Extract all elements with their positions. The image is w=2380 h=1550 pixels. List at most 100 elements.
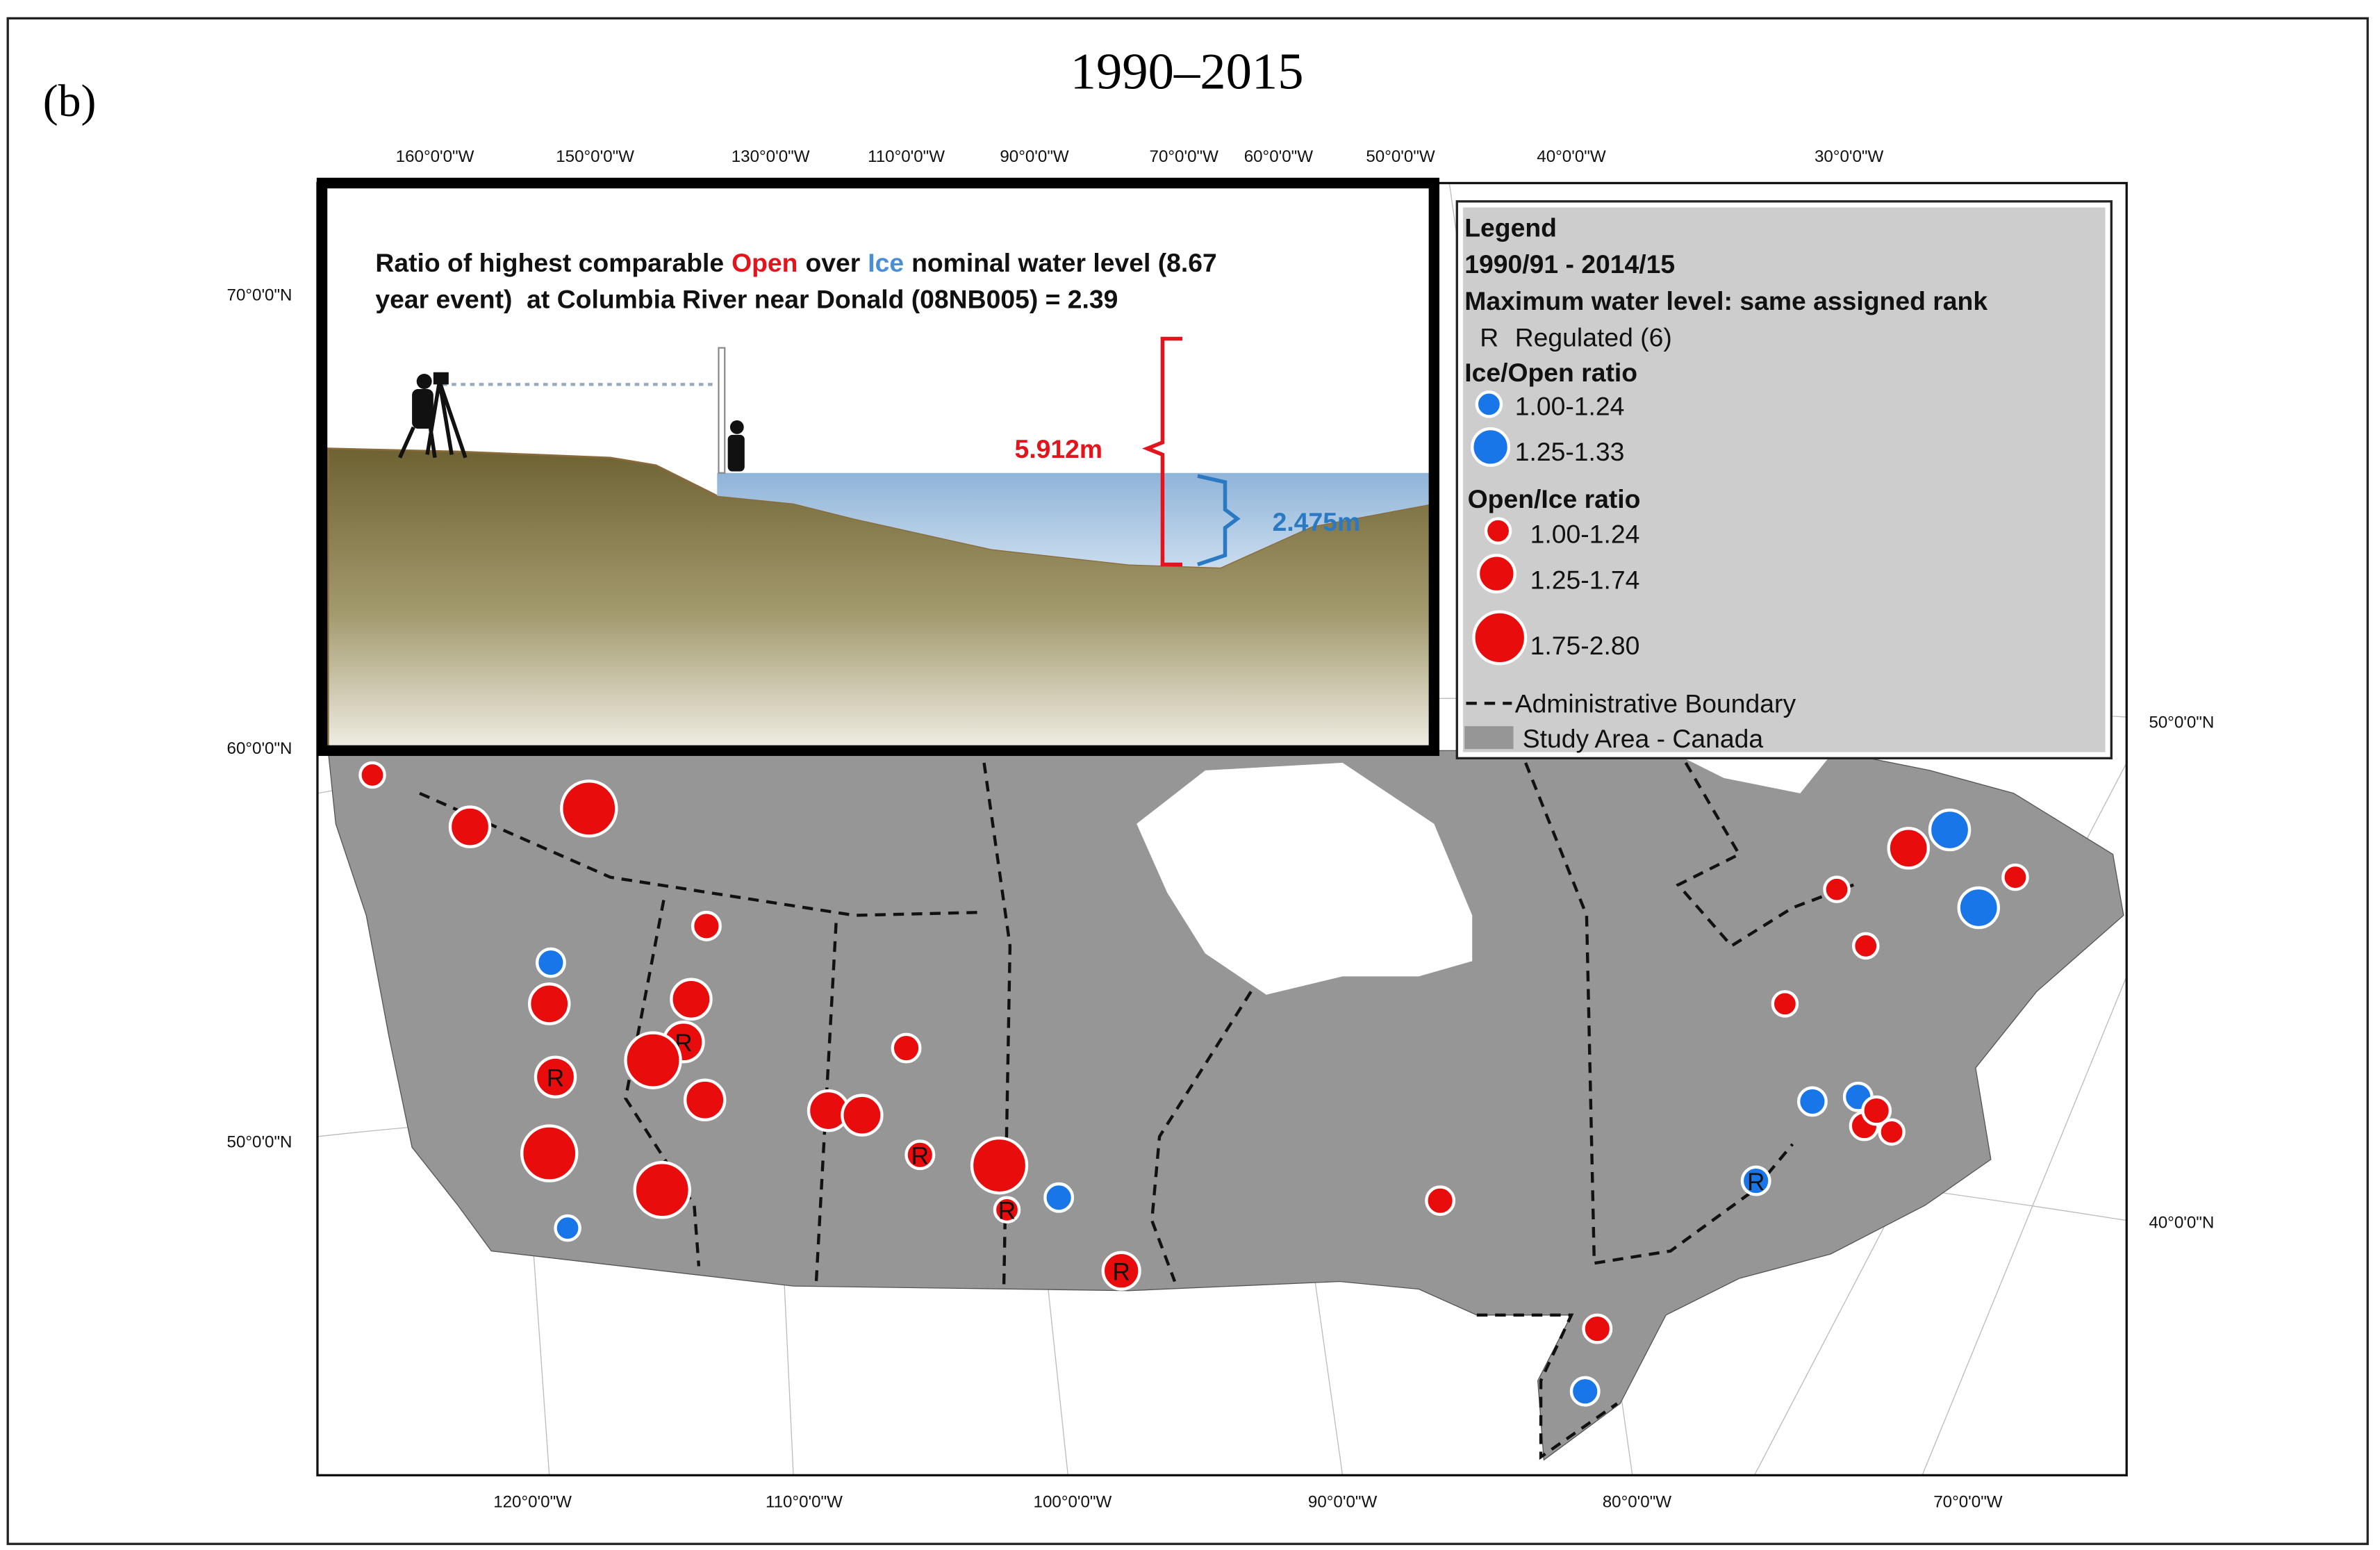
station — [448, 805, 492, 848]
legend-study-area-symbol — [1464, 726, 1514, 750]
station — [683, 1078, 727, 1121]
inset-title-line1: Ratio of highest comparable Open over Ice no… — [375, 248, 1216, 277]
text: nominal water level (8.67 — [911, 248, 1217, 277]
legend-class: 1.75-2.80 — [1530, 631, 1640, 660]
meridian — [1922, 976, 2127, 1476]
graticule-label: 60°0'0"W — [1244, 147, 1314, 166]
inset-frame — [316, 177, 1440, 757]
text-ice: Ice — [868, 248, 904, 277]
graticule-labels: 160°0'0"W 150°0'0"W 130°0'0"W 110°0'0"W 90°0… — [227, 147, 2215, 1512]
boundary — [1476, 1313, 1619, 1460]
hudson-bay — [1137, 762, 1473, 995]
station — [560, 780, 618, 838]
text: Ratio of highest comparable — [375, 248, 724, 277]
station — [1887, 827, 1930, 870]
graticule-label: 40°0'0"W — [1537, 147, 1606, 166]
graticule-label: 110°0'0"W — [766, 1493, 843, 1512]
station — [691, 910, 722, 941]
legend-title: Legend — [1464, 213, 1557, 242]
station — [1771, 990, 1799, 1018]
station — [2001, 863, 2029, 891]
station — [535, 947, 566, 978]
station — [1043, 1182, 1075, 1213]
graticule-label: 90°0'0"W — [1000, 147, 1069, 166]
station — [891, 1032, 922, 1064]
station — [624, 1031, 682, 1089]
station — [358, 761, 386, 789]
graticule-label: 130°0'0"W — [732, 147, 810, 166]
legend-class: 1.00-1.24 — [1515, 391, 1625, 420]
title: 1990–2015 — [1071, 42, 1304, 100]
station — [1740, 1165, 1771, 1196]
graticule-label: 70°0'0"W — [1150, 147, 1219, 166]
station — [1878, 1118, 1906, 1146]
regulated-marker: R — [1747, 1169, 1765, 1196]
station — [534, 1055, 577, 1099]
legend-period: 1990/91 - 2014/15 — [1464, 249, 1675, 279]
station — [527, 982, 571, 1025]
regulated-marker: R — [998, 1197, 1016, 1224]
ice-level: 2.475m — [1273, 507, 1361, 536]
graticule-label: 50°0'0"N — [227, 1132, 292, 1151]
station — [670, 978, 713, 1021]
regulated-marker: R — [547, 1064, 564, 1091]
legend-regulated-label: Regulated (6) — [1515, 322, 1672, 352]
inset: 5.912m 2.475m Ratio of highest comparabl… — [316, 177, 1440, 757]
gauge-reader — [727, 420, 745, 472]
station — [1957, 886, 2001, 930]
boundary — [624, 900, 701, 1267]
legend-ice-open-heading: Ice/Open ratio — [1464, 358, 1637, 387]
station — [633, 1161, 691, 1219]
station — [1796, 1086, 1828, 1117]
station — [1823, 875, 1851, 903]
boundary — [1676, 761, 1854, 948]
station — [904, 1139, 936, 1171]
legend-symbol — [1476, 554, 1517, 594]
station — [993, 1196, 1021, 1224]
legend-open-ice-heading: Open/Ice ratio — [1468, 484, 1641, 513]
station — [970, 1136, 1029, 1195]
station — [1928, 808, 1972, 852]
ice-bracket — [1197, 474, 1241, 567]
legend-class: 1.25-1.74 — [1530, 566, 1640, 595]
station — [1101, 1251, 1141, 1291]
water — [1678, 755, 1831, 793]
legend-class: 1.25-1.33 — [1515, 437, 1625, 466]
legend-symbol — [1471, 427, 1511, 467]
station — [1582, 1313, 1613, 1344]
station — [1425, 1185, 1456, 1217]
station — [1852, 932, 1880, 960]
panel-label: (b) — [43, 76, 97, 126]
station — [1569, 1376, 1601, 1407]
legend-subtitle: Maximum water level: same assigned rank — [1464, 286, 1988, 315]
staff-gauge — [718, 347, 726, 474]
regulated-marker: R — [1112, 1258, 1130, 1285]
surveyor — [398, 372, 468, 459]
graticule-label: 120°0'0"W — [493, 1493, 572, 1512]
graticule-label: 160°0'0"W — [396, 147, 474, 166]
boundary — [419, 791, 984, 917]
graticule-label: 110°0'0"W — [868, 147, 945, 166]
graticule-label: 50°0'0"W — [1366, 147, 1435, 166]
legend-symbol — [1484, 517, 1512, 545]
graticule-label: 70°0'0"N — [227, 286, 292, 305]
regulated-marker: R — [911, 1142, 929, 1169]
legend-background — [1463, 207, 2106, 752]
station — [1861, 1095, 1892, 1126]
inset-title-line2: year event) at Columbia River near Donal… — [375, 285, 1118, 314]
legend-boundary: Administrative Boundary — [1515, 689, 1796, 718]
graticule-label: 70°0'0"W — [1933, 1493, 2003, 1512]
legend: Legend 1990/91 - 2014/15 Maximum water l… — [1455, 200, 2113, 759]
legend-class: 1.00-1.24 — [1530, 520, 1640, 549]
graticule-label: 80°0'0"W — [1603, 1493, 1672, 1512]
legend-symbol — [1472, 610, 1528, 666]
station — [841, 1094, 884, 1137]
legend-regulated-symbol: R — [1480, 322, 1498, 352]
graticule-label: 30°0'0"W — [1815, 147, 1884, 166]
graticule-label: 100°0'0"W — [1034, 1493, 1112, 1512]
water — [717, 472, 1435, 568]
canada-study-area — [327, 750, 2124, 1461]
